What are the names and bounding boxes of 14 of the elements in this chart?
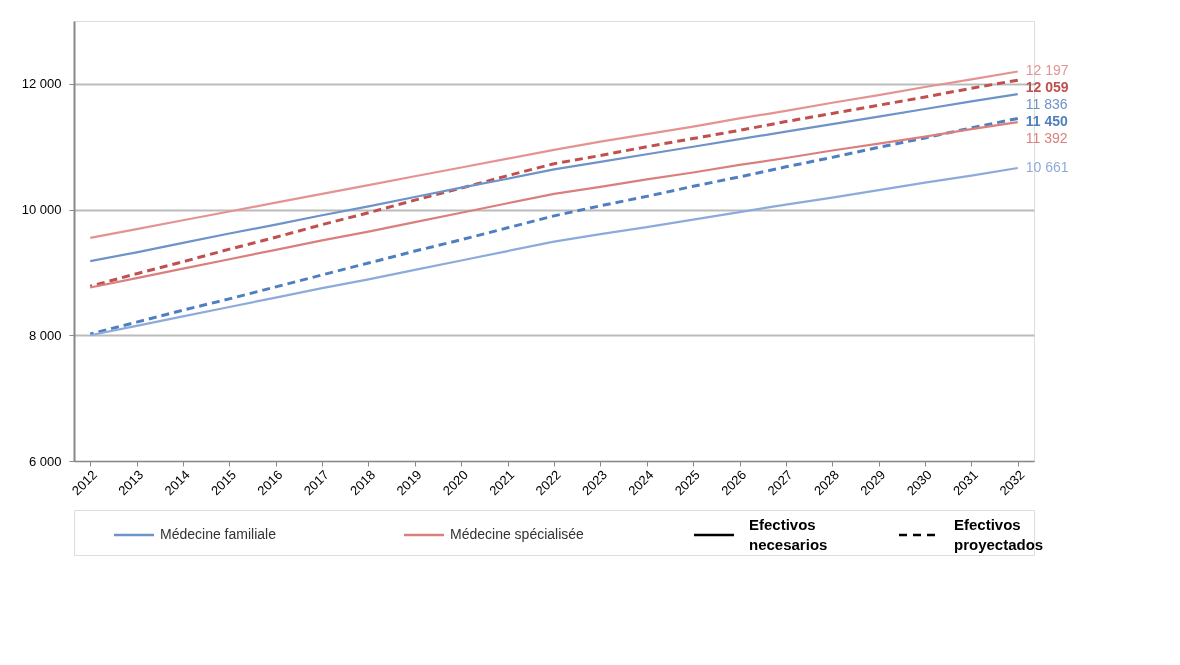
data-label: 11 450	[1025, 113, 1069, 130]
y-tick-label: 8 000	[28, 327, 62, 343]
y-tick-label: 6 000	[28, 453, 62, 469]
data-label: 12 059	[1025, 79, 1069, 96]
y-tick-label: 10 000	[21, 202, 62, 218]
data-label: 12 197	[1025, 62, 1069, 79]
legend-label: Médecine familiale	[160, 526, 277, 542]
legend-label: Médecine spécialisée	[450, 526, 585, 542]
data-label: 11 392	[1025, 130, 1068, 147]
text: Efectivos necesarios	[749, 516, 828, 553]
data-label: 11 836	[1025, 96, 1068, 113]
y-tick-label: 12 000	[21, 76, 62, 92]
data-label: 10 661	[1025, 159, 1069, 176]
text: Efectivos proyectados	[954, 516, 1044, 553]
